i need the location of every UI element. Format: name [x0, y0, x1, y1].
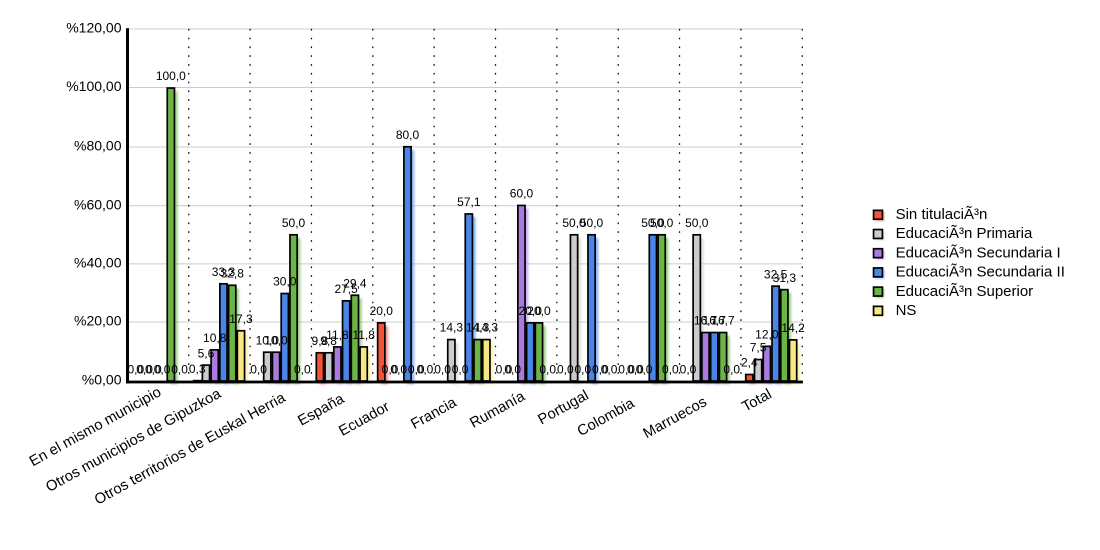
svg-text:50,0: 50,0	[650, 216, 674, 230]
svg-text:9,8: 9,8	[312, 334, 329, 348]
svg-text:50,0: 50,0	[562, 216, 586, 230]
svg-text:16,7: 16,7	[703, 314, 727, 328]
svg-text:2,4: 2,4	[741, 356, 758, 370]
svg-text:16,7: 16,7	[694, 314, 718, 328]
svg-text:EducaciÃ³n Superior: EducaciÃ³n Superior	[896, 283, 1034, 300]
svg-text:11,8: 11,8	[352, 328, 375, 342]
svg-text:%120,00: %120,00	[66, 20, 121, 36]
svg-text:0,0: 0,0	[539, 363, 556, 377]
svg-text:50,0: 50,0	[641, 216, 665, 230]
svg-text:9,8: 9,8	[320, 334, 337, 348]
svg-text:0,0: 0,0	[171, 363, 188, 377]
svg-text:16,7: 16,7	[711, 314, 735, 328]
svg-text:0,0: 0,0	[723, 363, 740, 377]
svg-text:33,3: 33,3	[212, 265, 236, 279]
svg-text:0,0: 0,0	[128, 363, 145, 377]
svg-text:%80,00: %80,00	[74, 138, 122, 154]
svg-text:0,3: 0,3	[189, 362, 206, 376]
svg-text:14,3: 14,3	[475, 321, 499, 335]
svg-text:0,0: 0,0	[390, 363, 407, 377]
svg-text:0,0: 0,0	[408, 363, 425, 377]
svg-text:31,3: 31,3	[773, 271, 797, 285]
svg-text:0,0: 0,0	[618, 363, 635, 377]
svg-text:0,0: 0,0	[627, 363, 644, 377]
svg-text:50,0: 50,0	[580, 216, 604, 230]
svg-text:0,0: 0,0	[680, 363, 697, 377]
svg-text:80,0: 80,0	[396, 128, 420, 142]
svg-text:14,3: 14,3	[440, 321, 464, 335]
svg-text:0,0: 0,0	[417, 363, 434, 377]
svg-text:50,0: 50,0	[282, 216, 306, 230]
svg-text:EducaciÃ³n Secundaria II: EducaciÃ³n Secundaria II	[896, 264, 1065, 281]
svg-text:0,0: 0,0	[601, 363, 618, 377]
svg-text:0,0: 0,0	[592, 363, 609, 377]
svg-text:0,0: 0,0	[574, 363, 591, 377]
svg-text:%0,00: %0,00	[82, 372, 122, 388]
svg-text:32,5: 32,5	[764, 267, 788, 281]
svg-text:5,6: 5,6	[198, 346, 215, 360]
svg-text:0,0: 0,0	[382, 363, 399, 377]
svg-text:0,0: 0,0	[294, 363, 311, 377]
svg-text:%60,00: %60,00	[74, 197, 122, 213]
svg-text:14,2: 14,2	[781, 321, 805, 335]
svg-text:0,0: 0,0	[662, 363, 679, 377]
svg-text:0,0: 0,0	[452, 363, 469, 377]
svg-text:0,0: 0,0	[504, 363, 521, 377]
svg-text:10,0: 10,0	[256, 333, 280, 347]
svg-text:57,1: 57,1	[457, 195, 481, 209]
svg-text:12,0: 12,0	[755, 327, 779, 341]
svg-text:Sin titulaciÃ³n: Sin titulaciÃ³n	[896, 206, 988, 223]
svg-text:EducaciÃ³n Primaria: EducaciÃ³n Primaria	[896, 225, 1033, 242]
svg-text:0,0: 0,0	[636, 363, 653, 377]
svg-text:7,5: 7,5	[750, 341, 767, 355]
svg-text:10,8: 10,8	[203, 331, 227, 345]
svg-text:%20,00: %20,00	[74, 313, 122, 329]
svg-text:0,0: 0,0	[154, 363, 171, 377]
svg-text:17,3: 17,3	[229, 312, 253, 326]
svg-text:%40,00: %40,00	[74, 255, 122, 271]
svg-text:32,8: 32,8	[221, 266, 245, 280]
svg-text:14,3: 14,3	[466, 321, 490, 335]
svg-text:30,0: 30,0	[273, 275, 297, 289]
svg-text:0,0: 0,0	[557, 363, 574, 377]
svg-text:11,8: 11,8	[326, 328, 349, 342]
svg-text:0,0: 0,0	[496, 363, 513, 377]
svg-text:20,0: 20,0	[519, 304, 543, 318]
svg-text:0,0: 0,0	[136, 363, 153, 377]
svg-text:27,5: 27,5	[334, 282, 358, 296]
svg-text:EducaciÃ³n Secundaria I: EducaciÃ³n Secundaria I	[896, 244, 1061, 261]
svg-text:20,0: 20,0	[370, 304, 394, 318]
svg-text:0,0: 0,0	[434, 363, 451, 377]
svg-text:0,0: 0,0	[250, 363, 267, 377]
svg-text:10,0: 10,0	[264, 333, 288, 347]
svg-text:100,0: 100,0	[156, 69, 186, 83]
svg-text:0,0: 0,0	[145, 363, 162, 377]
svg-text:50,0: 50,0	[685, 216, 709, 230]
svg-text:60,0: 60,0	[510, 187, 534, 201]
svg-text:%100,00: %100,00	[66, 78, 121, 94]
svg-text:29,4: 29,4	[343, 276, 367, 290]
svg-text:20,0: 20,0	[527, 304, 551, 318]
svg-text:NS: NS	[896, 302, 917, 319]
